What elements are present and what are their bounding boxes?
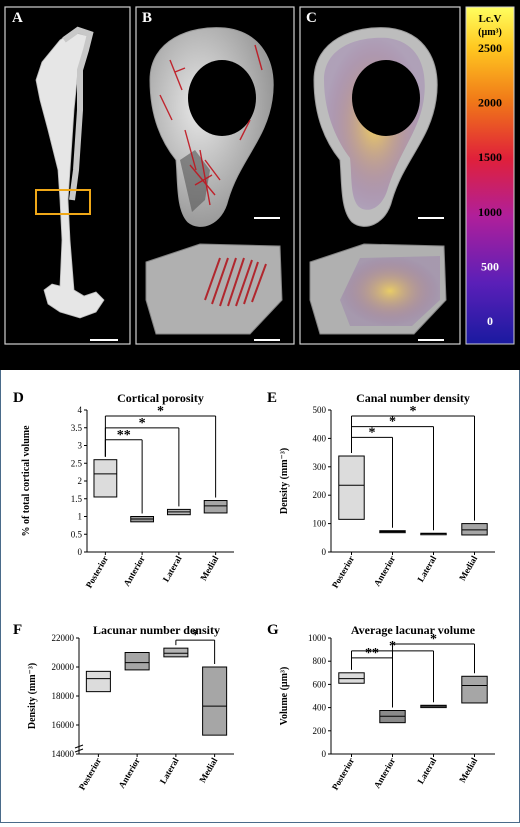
x-tick-label: Anterior bbox=[116, 756, 141, 790]
y-tick-label: 400 bbox=[313, 703, 327, 713]
x-tick-label: Posterior bbox=[77, 756, 103, 792]
colorbar-unit: (µm³) bbox=[478, 27, 502, 38]
panel-label: G bbox=[267, 622, 279, 638]
sig-label: * bbox=[139, 416, 146, 431]
colorbar-tick: 2000 bbox=[478, 96, 502, 110]
y-tick-label: 20000 bbox=[52, 662, 75, 672]
y-tick-label: 300 bbox=[313, 462, 327, 472]
colorbar-tick: 1500 bbox=[478, 150, 502, 164]
x-tick-label: Lateral bbox=[161, 554, 184, 584]
y-tick-label: 3.5 bbox=[71, 423, 83, 433]
colorbar: Lc.V (µm³) 2500 2000 1500 1000 500 0 bbox=[466, 7, 514, 344]
sig-label: ** bbox=[117, 428, 131, 443]
y-tick-label: 2.5 bbox=[71, 458, 83, 468]
panel-label-a: A bbox=[12, 10, 23, 26]
x-tick-label: Anterior bbox=[121, 554, 146, 588]
y-tick-label: 0 bbox=[322, 547, 327, 557]
chart-f: F Lacunar number density Density (mm⁻³) 140… bbox=[13, 622, 234, 792]
x-tick-label: Anterior bbox=[372, 756, 397, 790]
panel-label: F bbox=[13, 622, 22, 638]
micro-ct-figure: A B bbox=[0, 0, 520, 370]
y-tick-label: 100 bbox=[313, 519, 327, 529]
chart-g: G Average lacunar volume Volume (µm³) 0 200 4… bbox=[267, 622, 495, 792]
y-tick-label: 400 bbox=[313, 433, 327, 443]
box-medial bbox=[203, 667, 227, 735]
y-tick-label: 18000 bbox=[52, 691, 75, 701]
charts-svg: D Cortical porosity % of total cortical vo… bbox=[1, 370, 519, 822]
y-tick-label: 22000 bbox=[52, 633, 75, 643]
chart-title: Cortical porosity bbox=[117, 391, 204, 405]
x-tick-label: Medial bbox=[198, 554, 220, 583]
colorbar-tick: 500 bbox=[481, 259, 499, 273]
chart-title: Average lacunar volume bbox=[351, 623, 476, 637]
sig-label: * bbox=[369, 425, 376, 440]
y-tick-label: 16000 bbox=[52, 720, 75, 730]
y-axis-label: Density (mm⁻³) bbox=[27, 663, 38, 729]
x-tick-label: Lateral bbox=[158, 756, 181, 786]
x-tick-label: Medial bbox=[457, 756, 479, 785]
box-posterior bbox=[339, 673, 364, 683]
y-tick-label: 800 bbox=[313, 656, 327, 666]
x-tick-label: Posterior bbox=[84, 554, 110, 590]
panel-a-whole-bone: A bbox=[5, 7, 130, 344]
box-posterior bbox=[339, 456, 364, 519]
panel-b-canal-network: B bbox=[136, 7, 294, 344]
panel-label: D bbox=[13, 390, 24, 406]
x-tick-label: Anterior bbox=[372, 554, 397, 588]
chart-title: Lacunar number density bbox=[93, 623, 220, 637]
box-medial bbox=[462, 676, 487, 703]
y-tick-label: 1.5 bbox=[71, 494, 83, 504]
x-tick-label: Lateral bbox=[415, 554, 438, 584]
x-tick-label: Posterior bbox=[330, 756, 356, 792]
y-axis-label: Density (mm⁻³) bbox=[279, 448, 290, 514]
y-tick-label: 0 bbox=[78, 547, 83, 557]
colorbar-tick: 0 bbox=[487, 314, 493, 328]
sig-label: * bbox=[430, 632, 437, 647]
x-tick-label: Medial bbox=[197, 756, 219, 785]
y-tick-label: 3 bbox=[78, 441, 83, 451]
sig-label: ** bbox=[365, 646, 379, 661]
panel-label-b: B bbox=[142, 10, 152, 26]
x-tick-label: Medial bbox=[457, 554, 479, 583]
y-tick-label: 1000 bbox=[308, 633, 327, 643]
y-tick-label: 4 bbox=[78, 405, 83, 415]
box-medial bbox=[204, 501, 227, 513]
y-axis-label: Volume (µm³) bbox=[279, 667, 290, 726]
panel-label: E bbox=[267, 390, 277, 406]
box-posterior bbox=[86, 671, 110, 691]
y-axis-label: % of total cortical volume bbox=[21, 425, 32, 537]
micro-ct-panels: A B bbox=[0, 0, 520, 370]
sig-label: * bbox=[410, 404, 417, 419]
sig-label: * bbox=[192, 628, 199, 643]
y-tick-label: 200 bbox=[313, 490, 327, 500]
sig-label: * bbox=[157, 404, 164, 419]
chart-d: D Cortical porosity % of total cortical vo… bbox=[13, 390, 234, 590]
sig-label: * bbox=[389, 415, 396, 430]
y-tick-label: 600 bbox=[313, 679, 327, 689]
chart-e: E Canal number density Density (mm⁻³) 0 100 2… bbox=[267, 390, 495, 590]
panel-c-lacunae: C bbox=[300, 7, 460, 344]
box-anterior bbox=[125, 653, 149, 670]
box-medial bbox=[462, 524, 487, 535]
y-tick-label: 0.5 bbox=[71, 529, 83, 539]
y-tick-label: 200 bbox=[313, 726, 327, 736]
colorbar-tick: 1000 bbox=[478, 205, 502, 219]
x-tick-label: Posterior bbox=[330, 554, 356, 590]
colorbar-title: Lc.V bbox=[479, 13, 502, 25]
box-posterior bbox=[94, 460, 117, 497]
y-tick-label: 0 bbox=[322, 749, 327, 759]
colorbar-tick: 2500 bbox=[478, 41, 502, 55]
panel-label-c: C bbox=[306, 10, 317, 26]
y-tick-label: 2 bbox=[78, 476, 83, 486]
y-tick-label: 1 bbox=[78, 512, 83, 522]
x-tick-label: Lateral bbox=[415, 756, 438, 786]
chart-title: Canal number density bbox=[356, 391, 470, 405]
box-lateral bbox=[164, 648, 188, 657]
box-plot-charts: D Cortical porosity % of total cortical vo… bbox=[0, 370, 520, 823]
y-tick-label: 500 bbox=[313, 405, 327, 415]
y-tick-label: 14000 bbox=[52, 749, 75, 759]
